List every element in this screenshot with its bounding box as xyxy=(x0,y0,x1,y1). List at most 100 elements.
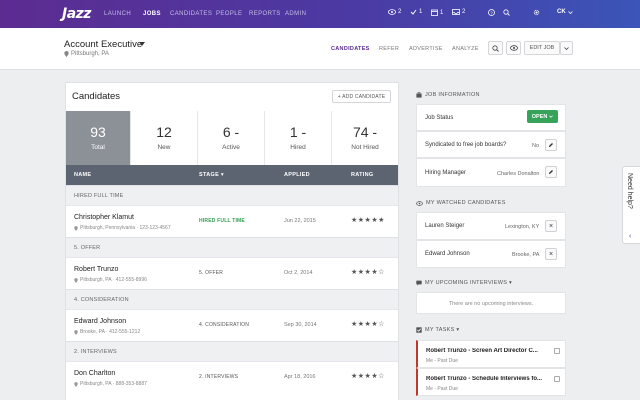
table-row[interactable]: Edward Johnson Brooke, PA · 412-555-1212… xyxy=(66,309,398,341)
calendar-counter[interactable]: 1 xyxy=(431,9,443,16)
chat-icon xyxy=(416,280,422,286)
search-icon[interactable] xyxy=(503,9,510,16)
candidate-rating[interactable]: ★★★★☆ xyxy=(351,321,385,328)
watched-location: Brooke, PA xyxy=(512,252,540,258)
stat-not-hired[interactable]: 74 - Not Hired xyxy=(332,111,398,165)
task-item[interactable]: Robert Trunzo - Screen Art Director C...… xyxy=(416,340,566,368)
help-icon[interactable]: ? xyxy=(488,9,495,16)
unwatch-button[interactable]: × xyxy=(545,248,557,260)
chevron-down-icon xyxy=(567,10,573,14)
syndicated-row: Syndicated to free job boards? No xyxy=(416,131,566,158)
candidate-meta: Brooke, PA · 412-555-1212 xyxy=(74,329,140,335)
watch-job-button[interactable] xyxy=(506,41,521,55)
tab-advertise[interactable]: ADVERTISE xyxy=(409,46,443,52)
candidate-rating[interactable]: ★★★★★ xyxy=(351,217,385,224)
task-checkbox[interactable] xyxy=(554,348,560,354)
table-row[interactable]: Christopher Klamut Pittsburgh, Pennsylva… xyxy=(66,205,398,237)
nav-jobs[interactable]: JOBS xyxy=(143,11,161,17)
chevron-down-icon xyxy=(549,115,554,118)
job-status-value: OPEN xyxy=(531,113,548,120)
column-rating[interactable]: RATING xyxy=(351,172,374,178)
chevron-down-icon[interactable] xyxy=(139,42,145,46)
tab-candidates[interactable]: CANDIDATES xyxy=(331,46,370,52)
task-checkbox[interactable] xyxy=(554,376,560,382)
unwatch-button[interactable]: × xyxy=(545,220,557,232)
nav-people[interactable]: PEOPLE xyxy=(216,11,243,17)
column-applied[interactable]: APPLIED xyxy=(284,172,310,178)
task-title[interactable]: Robert Trunzo - Screen Art Director C... xyxy=(426,348,538,354)
edit-job-button[interactable]: EDIT JOB xyxy=(524,41,560,55)
task-subtitle: Me - Past Due xyxy=(426,386,458,392)
edit-syndicated-button[interactable] xyxy=(545,139,557,151)
stat-hired-count: 1 - xyxy=(289,124,307,140)
views-counter[interactable]: 2 xyxy=(388,9,401,15)
candidate-rating[interactable]: ★★★★☆ xyxy=(351,269,385,276)
stage-group-header: 4. CONSIDERATION xyxy=(66,289,398,309)
tasks-title: MY TASKS ▾ xyxy=(425,327,460,333)
inbox-counter[interactable]: 2 xyxy=(452,9,465,15)
candidate-meta: Pittsburgh, PA · 412-555-8996 xyxy=(74,277,147,283)
close-icon: × xyxy=(548,222,554,230)
watched-name[interactable]: Edward Johnson xyxy=(425,251,470,257)
gear-icon[interactable] xyxy=(533,9,540,16)
candidate-applied: Apr 18, 2016 xyxy=(284,374,316,380)
tasks-header[interactable]: MY TASKS ▾ xyxy=(416,327,460,333)
stage-group-label: 4. CONSIDERATION xyxy=(74,297,129,303)
stat-active[interactable]: 6 - Active xyxy=(198,111,265,165)
watched-item[interactable]: Edward Johnson Brooke, PA xyxy=(416,240,566,268)
need-help-tab[interactable]: Need help? ‹ xyxy=(622,166,640,244)
stat-not-hired-count: 74 - xyxy=(352,124,378,140)
app-logo[interactable]: Jazz xyxy=(62,6,91,22)
add-candidate-button[interactable]: + ADD CANDIDATE xyxy=(332,90,391,103)
task-item[interactable]: Robert Trunzo - Schedule Interviews fo..… xyxy=(416,368,566,396)
job-info-title: JOB INFORMATION xyxy=(425,92,480,98)
candidates-table-header: NAME STAGE ▾ APPLIED RATING xyxy=(66,165,398,185)
svg-text:?: ? xyxy=(490,10,493,15)
user-menu[interactable]: CK xyxy=(557,9,573,15)
stat-total[interactable]: 93 Total xyxy=(66,111,131,165)
checks-counter[interactable]: 1 xyxy=(410,9,422,15)
table-row[interactable]: Robert Trunzo Pittsburgh, PA · 412-555-8… xyxy=(66,257,398,289)
edit-hiring-manager-button[interactable] xyxy=(545,166,557,178)
stat-new[interactable]: 12 New xyxy=(131,111,198,165)
candidate-name[interactable]: Edward Johnson xyxy=(74,318,127,325)
candidate-applied: Sep 30, 2014 xyxy=(284,322,317,328)
column-name[interactable]: NAME xyxy=(74,172,92,178)
candidate-rating[interactable]: ★★★★☆ xyxy=(351,373,385,380)
job-location: Pittsburgh, PA xyxy=(64,51,109,57)
task-title[interactable]: Robert Trunzo - Schedule Interviews fo..… xyxy=(426,376,543,382)
inbox-icon xyxy=(452,9,460,15)
candidate-name[interactable]: Don Charlton xyxy=(74,370,116,377)
candidate-name[interactable]: Robert Trunzo xyxy=(74,266,119,273)
check-icon xyxy=(410,9,417,15)
stat-hired[interactable]: 1 - Hired xyxy=(265,111,332,165)
watched-name[interactable]: Lauren Steiger xyxy=(425,223,465,229)
nav-admin[interactable]: ADMIN xyxy=(285,11,307,17)
tab-analyze[interactable]: ANALYZE xyxy=(452,46,479,52)
job-status-label: Job Status xyxy=(425,115,454,121)
candidate-meta-text: Pittsburgh, PA · 412-555-8996 xyxy=(80,277,147,283)
job-status-dropdown[interactable]: OPEN xyxy=(527,110,558,123)
tab-refer[interactable]: REFER xyxy=(379,46,400,52)
eye-icon xyxy=(416,200,423,206)
candidates-title: Candidates xyxy=(72,91,121,102)
job-title[interactable]: Account Executive xyxy=(64,39,143,50)
watched-header: MY WATCHED CANDIDATES xyxy=(416,200,506,206)
interviews-header[interactable]: MY UPCOMING INTERVIEWS ▾ xyxy=(416,280,512,286)
column-stage[interactable]: STAGE ▾ xyxy=(199,172,224,178)
nav-launch[interactable]: LAUNCH xyxy=(104,11,132,17)
edit-job-dropdown[interactable] xyxy=(560,41,573,55)
stat-new-count: 12 xyxy=(156,124,172,140)
table-row[interactable]: Don Charlton Pittsburgh, PA · 888-353-88… xyxy=(66,361,398,393)
job-info-header: JOB INFORMATION xyxy=(416,92,480,98)
job-search-button[interactable] xyxy=(488,41,503,55)
calendar-icon xyxy=(431,9,438,16)
location-pin-icon xyxy=(64,51,69,57)
stat-not-hired-label: Not Hired xyxy=(351,144,379,151)
nav-candidates[interactable]: CANDIDATES xyxy=(170,11,213,17)
candidate-name[interactable]: Christopher Klamut xyxy=(74,214,134,221)
candidate-meta-text: Pittsburgh, Pennsylvania · 123-123-4567 xyxy=(80,225,171,231)
watched-location: Lexington, KY xyxy=(505,224,540,230)
nav-reports[interactable]: REPORTS xyxy=(249,11,281,17)
watched-item[interactable]: Lauren Steiger Lexington, KY xyxy=(416,212,566,240)
